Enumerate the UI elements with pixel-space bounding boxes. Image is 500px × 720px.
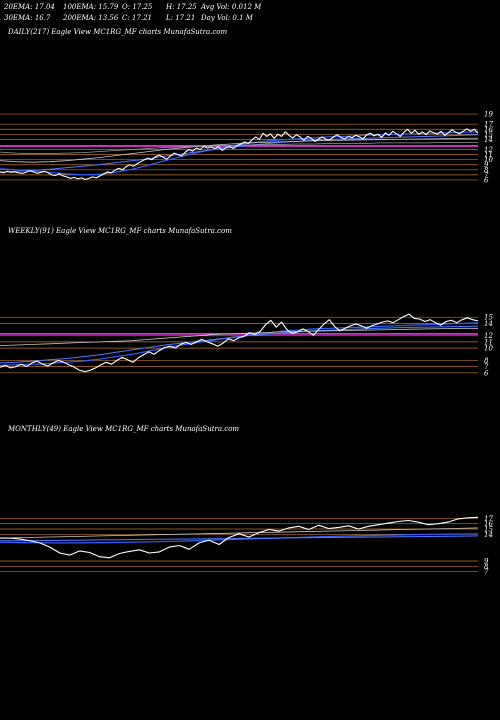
daily-y-tick-label: 8 bbox=[484, 166, 489, 174]
header-low: L: 17.21 bbox=[166, 14, 196, 22]
daily-y-tick-label: 17 bbox=[484, 121, 493, 129]
weekly-y-tick-label: 14 bbox=[484, 320, 493, 328]
header-ema20: 20EMA: 17.04 bbox=[4, 3, 55, 11]
header-ema200: 200EMA: 13.56 bbox=[63, 14, 119, 22]
daily-y-tick-label: 15 bbox=[484, 131, 493, 139]
daily-y-tick-label: 14 bbox=[484, 136, 493, 144]
weekly-price-line bbox=[0, 313, 479, 373]
weekly-ema-long-line bbox=[0, 325, 479, 364]
weekly-panel-title: WEEKLY(91) Eagle View MC1RG_MF charts Mu… bbox=[8, 227, 232, 235]
monthly-ema-short-line bbox=[0, 533, 479, 544]
weekly-y-tick-label: 12 bbox=[484, 332, 493, 340]
daily-ema-short-line bbox=[0, 131, 479, 176]
weekly-y-tick-label: 15 bbox=[484, 314, 493, 322]
monthly-y-tick-label: 8 bbox=[484, 563, 489, 571]
weekly-y-tick-label: 10 bbox=[484, 345, 493, 353]
header-ema100: 100EMA: 15.79 bbox=[63, 3, 119, 11]
daily-y-tick-label: 12 bbox=[484, 146, 493, 154]
monthly-y-tick-label: 7 bbox=[484, 568, 489, 576]
monthly-y-tick-label: 9 bbox=[484, 558, 489, 566]
daily-panel-title: DAILY(217) Eagle View MC1RG_MF charts Mu… bbox=[8, 28, 228, 36]
weekly-y-tick-label: 6 bbox=[484, 369, 489, 377]
daily-y-tick-label: 19 bbox=[484, 111, 493, 119]
weekly-y-tick-label: 11 bbox=[484, 338, 493, 346]
monthly-ema-long-line bbox=[0, 535, 479, 542]
monthly-price-line bbox=[0, 516, 479, 559]
daily-ema-long-line bbox=[0, 134, 479, 173]
header-open: O: 17.25 bbox=[122, 3, 153, 11]
monthly-y-tick-label: 15 bbox=[484, 526, 493, 534]
header-close: C: 17.21 bbox=[122, 14, 152, 22]
monthly-y-tick-label: 17 bbox=[484, 515, 493, 523]
weekly-y-tick-label: 7 bbox=[484, 363, 489, 371]
daily-y-tick-label: 9 bbox=[484, 161, 489, 169]
daily-y-tick-label: 7 bbox=[484, 171, 489, 179]
weekly-ema-white-line bbox=[0, 327, 478, 346]
monthly-ema-white-line bbox=[0, 527, 479, 539]
header-day-vol: Day Vol: 0.1 M bbox=[201, 14, 253, 22]
monthly-y-tick-label: 14 bbox=[484, 531, 493, 539]
daily-y-tick-label: 10 bbox=[484, 156, 493, 164]
weekly-y-tick-label: 8 bbox=[484, 357, 489, 365]
monthly-y-tick-label: 16 bbox=[484, 520, 493, 528]
daily-y-tick-label: 11 bbox=[484, 151, 493, 159]
daily-y-tick-label: 6 bbox=[484, 176, 489, 184]
header-high: H: 17.25 bbox=[166, 3, 197, 11]
daily-ema-white2-line bbox=[0, 142, 478, 154]
monthly-panel-title: MONTHLY(49) Eagle View MC1RG_MF charts M… bbox=[8, 425, 240, 433]
header-ema30: 30EMA: 16.7 bbox=[4, 14, 51, 22]
header-avg-vol: Avg Vol: 0.012 M bbox=[201, 3, 262, 11]
daily-y-tick-label: 16 bbox=[484, 126, 493, 134]
daily-price-line bbox=[0, 128, 479, 180]
daily-ema-white-line bbox=[0, 137, 479, 163]
